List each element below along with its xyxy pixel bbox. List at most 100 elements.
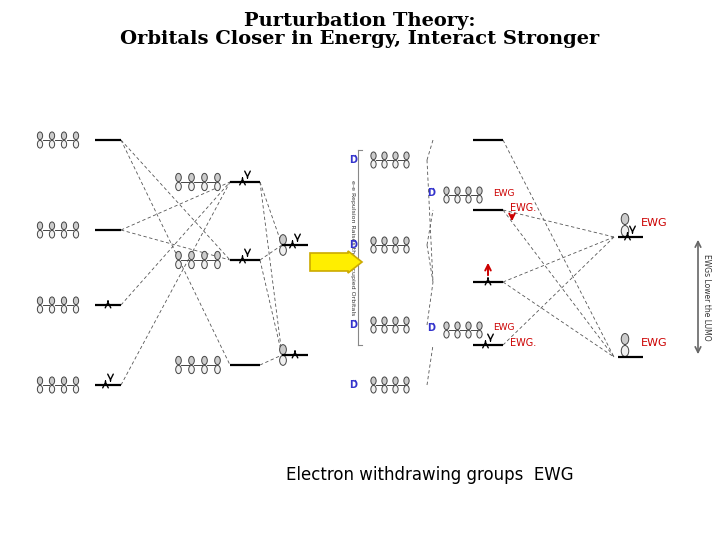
Ellipse shape [37,222,42,230]
Text: EWG.: EWG. [510,338,536,348]
Text: Orbitals Closer in Energy, Interact Stronger: Orbitals Closer in Energy, Interact Stro… [120,30,600,48]
Ellipse shape [189,252,194,260]
Ellipse shape [176,252,181,260]
Ellipse shape [382,245,387,253]
Ellipse shape [37,132,42,140]
Ellipse shape [371,160,376,168]
Ellipse shape [455,330,460,338]
Ellipse shape [202,252,207,260]
Ellipse shape [215,260,220,268]
Ellipse shape [279,355,287,366]
Ellipse shape [621,334,629,345]
Ellipse shape [382,160,387,168]
Ellipse shape [215,356,220,365]
Ellipse shape [404,245,409,253]
Ellipse shape [371,386,376,393]
Ellipse shape [455,322,460,329]
Ellipse shape [477,322,482,329]
Ellipse shape [73,305,78,313]
Ellipse shape [404,386,409,393]
Ellipse shape [73,297,78,305]
Ellipse shape [466,322,471,329]
Ellipse shape [189,356,194,365]
Ellipse shape [215,173,220,181]
Ellipse shape [50,140,55,148]
Ellipse shape [202,183,207,191]
Text: Electron withdrawing groups  EWG: Electron withdrawing groups EWG [286,466,574,484]
Ellipse shape [215,366,220,374]
Ellipse shape [444,330,449,338]
Ellipse shape [371,245,376,253]
Ellipse shape [404,160,409,168]
Text: D̈: D̈ [427,323,435,333]
Ellipse shape [176,260,181,268]
Ellipse shape [382,237,387,245]
Text: EWG: EWG [641,218,667,228]
Ellipse shape [444,187,449,194]
Ellipse shape [73,377,78,384]
Text: D̈: D̈ [349,155,357,165]
Ellipse shape [189,173,194,181]
Text: EWG: EWG [493,323,515,333]
Ellipse shape [404,152,409,160]
Ellipse shape [382,386,387,393]
Ellipse shape [202,173,207,181]
Ellipse shape [50,222,55,230]
Ellipse shape [477,330,482,338]
Text: D̈: D̈ [349,380,357,390]
Ellipse shape [50,132,55,140]
Ellipse shape [61,222,67,230]
Ellipse shape [404,317,409,325]
Ellipse shape [73,231,78,238]
Ellipse shape [279,345,287,355]
Ellipse shape [61,386,67,393]
Ellipse shape [371,317,376,325]
Ellipse shape [393,325,398,333]
Ellipse shape [37,231,42,238]
FancyArrow shape [310,251,362,273]
Ellipse shape [279,235,287,245]
Ellipse shape [393,152,398,160]
Ellipse shape [477,195,482,203]
Text: D̈: D̈ [427,188,435,198]
Ellipse shape [621,213,629,225]
Ellipse shape [393,377,398,384]
Ellipse shape [50,297,55,305]
Ellipse shape [73,222,78,230]
Ellipse shape [189,260,194,268]
Ellipse shape [382,317,387,325]
Ellipse shape [202,356,207,365]
Ellipse shape [382,152,387,160]
Ellipse shape [444,195,449,203]
Ellipse shape [444,322,449,329]
Ellipse shape [279,246,287,255]
Ellipse shape [215,183,220,191]
Ellipse shape [61,231,67,238]
Ellipse shape [393,237,398,245]
Ellipse shape [37,140,42,148]
Text: D̈: D̈ [349,320,357,330]
Ellipse shape [61,305,67,313]
Text: EWG.: EWG. [510,203,536,213]
Ellipse shape [455,195,460,203]
Ellipse shape [371,377,376,384]
Ellipse shape [73,140,78,148]
Ellipse shape [37,305,42,313]
Ellipse shape [466,187,471,194]
Ellipse shape [404,325,409,333]
Ellipse shape [393,317,398,325]
Text: Purturbation Theory:: Purturbation Theory: [244,12,476,30]
Ellipse shape [455,187,460,194]
Text: EWG: EWG [641,338,667,348]
Ellipse shape [382,377,387,384]
Ellipse shape [371,325,376,333]
Ellipse shape [50,231,55,238]
Ellipse shape [202,366,207,374]
Ellipse shape [466,195,471,203]
Ellipse shape [215,252,220,260]
Ellipse shape [202,260,207,268]
Ellipse shape [50,377,55,384]
Ellipse shape [50,386,55,393]
Ellipse shape [466,330,471,338]
Ellipse shape [404,237,409,245]
